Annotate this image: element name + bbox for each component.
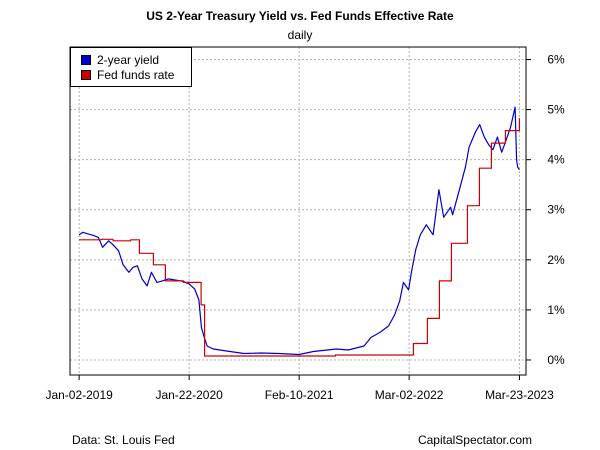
x-tick-label: Mar-23-2023 <box>485 388 554 402</box>
legend-swatch-yield <box>81 55 91 65</box>
x-tick-label: Feb-10-2021 <box>265 388 334 402</box>
chart-subtitle: daily <box>287 28 313 42</box>
legend-swatch-fedfunds <box>81 70 91 80</box>
y-tick-label: 6% <box>547 53 565 67</box>
series-line-2-year-yield <box>78 106 520 356</box>
legend-label-fedfunds: Fed funds rate <box>97 68 175 82</box>
y-tick-label: 4% <box>547 153 565 167</box>
legend-item-fedfunds: Fed funds rate <box>81 68 174 82</box>
chart-title: US 2-Year Treasury Yield vs. Fed Funds E… <box>146 9 454 23</box>
site-credit: CapitalSpectator.com <box>417 433 532 447</box>
series-line-fed-funds-rate <box>79 118 520 357</box>
y-tick-label: 0% <box>547 353 565 367</box>
axis-ticks: Jan-02-2019 Jan-22-2020 Feb-10-2021 Mar-02-… <box>45 53 565 402</box>
y-tick-label: 5% <box>547 103 565 117</box>
source-note: Data: St. Louis Fed <box>72 433 175 447</box>
y-tick-label: 3% <box>547 203 565 217</box>
y-tick-label: 1% <box>547 303 565 317</box>
x-tick-label: Jan-22-2020 <box>155 388 223 402</box>
gridlines <box>70 47 526 375</box>
x-tick-label: Jan-02-2019 <box>45 388 113 402</box>
plot-frame <box>69 46 527 376</box>
legend: 2-year yield Fed funds rate <box>70 47 192 87</box>
series-lines <box>78 106 520 357</box>
x-tick-label: Mar-02-2022 <box>375 388 444 402</box>
legend-item-yield: 2-year yield <box>81 53 159 67</box>
legend-label-yield: 2-year yield <box>97 53 160 67</box>
y-tick-label: 2% <box>547 253 565 267</box>
